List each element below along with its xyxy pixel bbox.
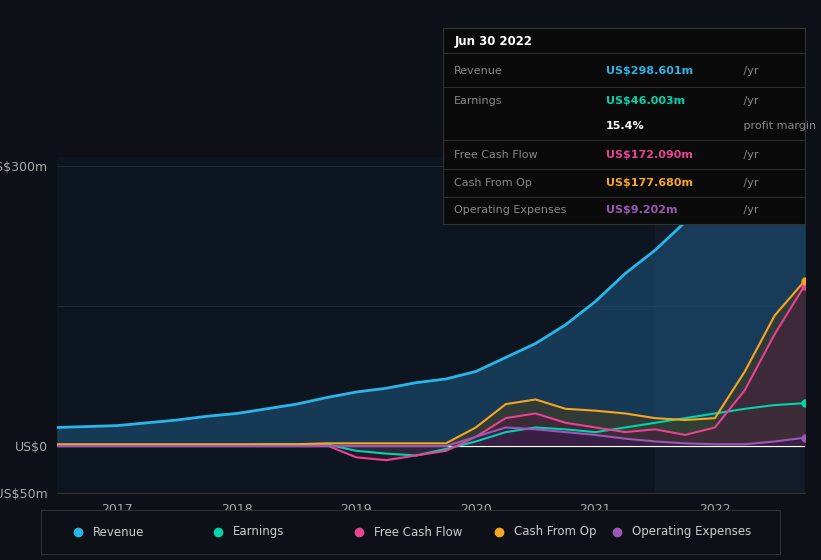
Text: Earnings: Earnings xyxy=(233,525,285,539)
Text: /yr: /yr xyxy=(740,151,758,160)
Text: Cash From Op: Cash From Op xyxy=(514,525,596,539)
Bar xyxy=(655,157,817,493)
Text: /yr: /yr xyxy=(740,178,758,188)
Text: US$46.003m: US$46.003m xyxy=(606,96,685,105)
Text: US$298.601m: US$298.601m xyxy=(606,66,693,76)
Text: Revenue: Revenue xyxy=(93,525,144,539)
Text: 15.4%: 15.4% xyxy=(606,121,644,131)
Text: profit margin: profit margin xyxy=(740,121,816,131)
Text: Jun 30 2022: Jun 30 2022 xyxy=(454,35,532,48)
Text: Operating Expenses: Operating Expenses xyxy=(454,206,566,215)
Text: US$172.090m: US$172.090m xyxy=(606,151,693,160)
Text: US$9.202m: US$9.202m xyxy=(606,206,677,215)
Text: Free Cash Flow: Free Cash Flow xyxy=(374,525,462,539)
Text: Free Cash Flow: Free Cash Flow xyxy=(454,151,538,160)
Text: US$177.680m: US$177.680m xyxy=(606,178,693,188)
Text: Cash From Op: Cash From Op xyxy=(454,178,532,188)
Text: Earnings: Earnings xyxy=(454,96,502,105)
Text: /yr: /yr xyxy=(740,96,758,105)
Text: /yr: /yr xyxy=(740,66,758,76)
Text: Revenue: Revenue xyxy=(454,66,503,76)
Text: /yr: /yr xyxy=(740,206,758,215)
Text: Operating Expenses: Operating Expenses xyxy=(632,525,751,539)
